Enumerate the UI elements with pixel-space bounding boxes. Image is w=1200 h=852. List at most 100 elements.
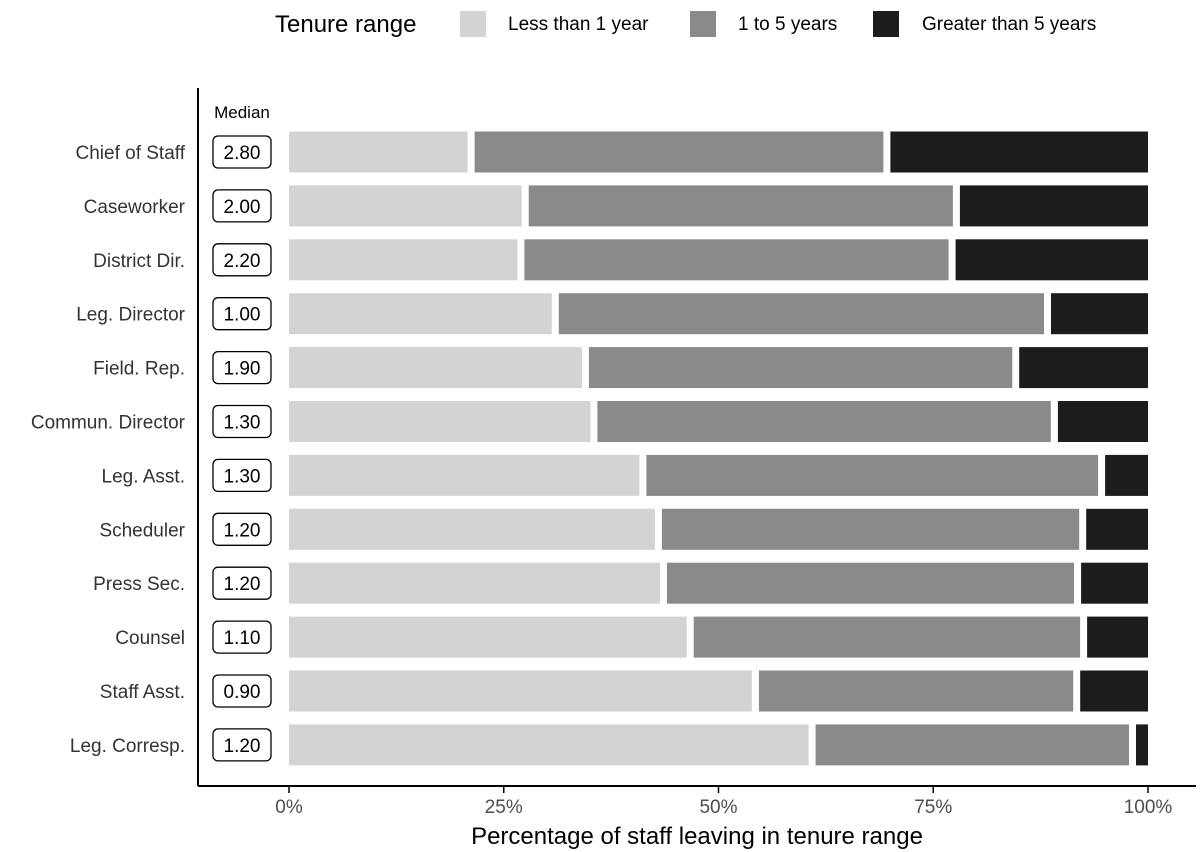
median-badge-box bbox=[212, 404, 272, 439]
bar-segment-greater-than-5-years-district-dir bbox=[955, 239, 1148, 281]
x-tick-label-75: 75% bbox=[914, 797, 952, 818]
median-badge-box bbox=[212, 350, 272, 385]
category-label-district-dir: District Dir. bbox=[93, 251, 185, 272]
median-badge-chief-of-staff: 2.80 bbox=[212, 135, 272, 169]
bar-segment-less-than-1-year-caseworker bbox=[289, 185, 522, 227]
category-label-chief-of-staff: Chief of Staff bbox=[76, 143, 186, 164]
median-badge-field-rep: 1.90 bbox=[212, 350, 272, 385]
median-badge-box bbox=[212, 728, 272, 762]
bar-segment-greater-than-5-years-caseworker bbox=[959, 185, 1148, 227]
median-badge-box bbox=[212, 458, 272, 493]
legend-label-less-than-1-year: Less than 1 year bbox=[508, 14, 649, 35]
median-badge-staff-asst: 0.90 bbox=[212, 674, 272, 708]
bars-layer bbox=[289, 131, 1148, 766]
median-value: 1.30 bbox=[224, 466, 261, 487]
median-badge-press-sec: 1.20 bbox=[212, 566, 272, 600]
bar-segment-1-to-5-years-counsel bbox=[693, 616, 1081, 658]
bar-segment-1-to-5-years-leg-asst bbox=[646, 454, 1099, 496]
x-axis-title: Percentage of staff leaving in tenure ra… bbox=[471, 823, 923, 850]
median-badge-box bbox=[212, 620, 272, 654]
category-label-field-rep: Field. Rep. bbox=[93, 359, 185, 380]
bar-segment-1-to-5-years-caseworker bbox=[528, 185, 953, 227]
bar-segment-less-than-1-year-staff-asst bbox=[289, 670, 752, 712]
median-badge-commun-director: 1.30 bbox=[212, 404, 272, 439]
median-value: 2.80 bbox=[224, 143, 261, 164]
bar-segment-1-to-5-years-field-rep bbox=[588, 347, 1013, 389]
median-value: 0.90 bbox=[224, 682, 261, 703]
legend-title: Tenure range bbox=[275, 11, 416, 38]
median-value: 2.20 bbox=[224, 251, 261, 272]
bar-segment-1-to-5-years-scheduler bbox=[661, 508, 1080, 550]
bar-segment-1-to-5-years-press-sec bbox=[667, 562, 1074, 604]
category-label-commun-director: Commun. Director bbox=[31, 413, 186, 434]
x-tick-label-0: 0% bbox=[275, 797, 303, 818]
category-label-caseworker: Caseworker bbox=[84, 197, 186, 218]
bar-segment-greater-than-5-years-commun-director bbox=[1057, 401, 1148, 442]
legend-label-greater-than-5-years: Greater than 5 years bbox=[922, 14, 1096, 35]
category-label-staff-asst: Staff Asst. bbox=[100, 682, 185, 703]
median-value: 1.20 bbox=[224, 574, 261, 595]
median-badge-box bbox=[212, 135, 272, 169]
bar-segment-greater-than-5-years-press-sec bbox=[1081, 562, 1148, 604]
x-tick-label-100: 100% bbox=[1124, 797, 1173, 818]
median-badges-layer: 2.80 2.00 2.20 1.00 1.90 1.30 1.30 1.20 1.20 1.10… bbox=[212, 135, 272, 762]
legend-swatch-greater-than-5-years bbox=[873, 11, 899, 37]
median-badge-box bbox=[212, 512, 272, 546]
median-badge-counsel: 1.10 bbox=[212, 620, 272, 654]
bar-segment-greater-than-5-years-chief-of-staff bbox=[890, 131, 1148, 173]
category-label-counsel: Counsel bbox=[115, 628, 185, 649]
bar-segment-1-to-5-years-district-dir bbox=[524, 239, 949, 281]
median-value: 1.20 bbox=[224, 520, 261, 541]
x-ticks-layer: 0% 25% 50% 75% 100% bbox=[275, 786, 1172, 818]
category-label-scheduler: Scheduler bbox=[99, 520, 185, 541]
bar-segment-greater-than-5-years-scheduler bbox=[1086, 508, 1148, 550]
category-label-leg-corresp: Leg. Corresp. bbox=[70, 736, 185, 757]
legend-swatch-less-than-1-year bbox=[460, 11, 486, 37]
bar-segment-less-than-1-year-commun-director bbox=[289, 401, 591, 442]
legend-swatch-1-to-5-years bbox=[690, 11, 716, 37]
median-badge-box bbox=[212, 297, 272, 331]
bar-segment-less-than-1-year-field-rep bbox=[289, 347, 582, 389]
bar-segment-greater-than-5-years-counsel bbox=[1087, 616, 1148, 658]
bar-segment-less-than-1-year-leg-corresp bbox=[289, 724, 809, 766]
bar-segment-1-to-5-years-leg-director bbox=[558, 293, 1044, 335]
bar-segment-greater-than-5-years-field-rep bbox=[1019, 347, 1148, 389]
median-value: 1.30 bbox=[224, 413, 261, 434]
bar-segment-1-to-5-years-chief-of-staff bbox=[474, 131, 884, 173]
bar-segment-1-to-5-years-staff-asst bbox=[758, 670, 1074, 712]
median-value: 1.20 bbox=[224, 736, 261, 757]
median-value: 2.00 bbox=[224, 197, 261, 218]
median-badge-box bbox=[212, 189, 272, 223]
bar-segment-less-than-1-year-chief-of-staff bbox=[289, 131, 468, 173]
legend: Tenure range Less than 1 year 1 to 5 yea… bbox=[275, 11, 1096, 38]
bar-segment-1-to-5-years-leg-corresp bbox=[815, 724, 1129, 766]
median-badge-leg-corresp: 1.20 bbox=[212, 728, 272, 762]
median-value: 1.90 bbox=[224, 359, 261, 380]
median-badge-caseworker: 2.00 bbox=[212, 189, 272, 223]
median-badge-box bbox=[212, 243, 272, 277]
median-badge-scheduler: 1.20 bbox=[212, 512, 272, 546]
bar-segment-less-than-1-year-leg-asst bbox=[289, 454, 640, 496]
category-label-press-sec: Press Sec. bbox=[93, 574, 185, 595]
bar-segment-less-than-1-year-press-sec bbox=[289, 562, 660, 604]
x-tick-label-50: 50% bbox=[699, 797, 737, 818]
category-label-leg-asst: Leg. Asst. bbox=[102, 466, 185, 487]
category-labels-layer: Chief of Staff Caseworker District Dir. Leg… bbox=[31, 143, 186, 757]
median-badge-box bbox=[212, 674, 272, 708]
bar-segment-less-than-1-year-scheduler bbox=[289, 508, 655, 550]
category-label-leg-director: Leg. Director bbox=[76, 305, 185, 326]
bar-segment-greater-than-5-years-staff-asst bbox=[1080, 670, 1148, 712]
bar-segment-greater-than-5-years-leg-director bbox=[1051, 293, 1148, 335]
median-value: 1.00 bbox=[224, 305, 261, 326]
median-badge-leg-director: 1.00 bbox=[212, 297, 272, 331]
legend-label-1-to-5-years: 1 to 5 years bbox=[738, 14, 837, 35]
bar-segment-less-than-1-year-leg-director bbox=[289, 293, 552, 335]
median-badge-district-dir: 2.20 bbox=[212, 243, 272, 277]
median-header: Median bbox=[214, 103, 270, 122]
bar-segment-less-than-1-year-counsel bbox=[289, 616, 687, 658]
median-badge-box bbox=[212, 566, 272, 600]
median-value: 1.10 bbox=[224, 628, 261, 649]
median-badge-leg-asst: 1.30 bbox=[212, 458, 272, 493]
bar-segment-greater-than-5-years-leg-asst bbox=[1105, 454, 1148, 496]
